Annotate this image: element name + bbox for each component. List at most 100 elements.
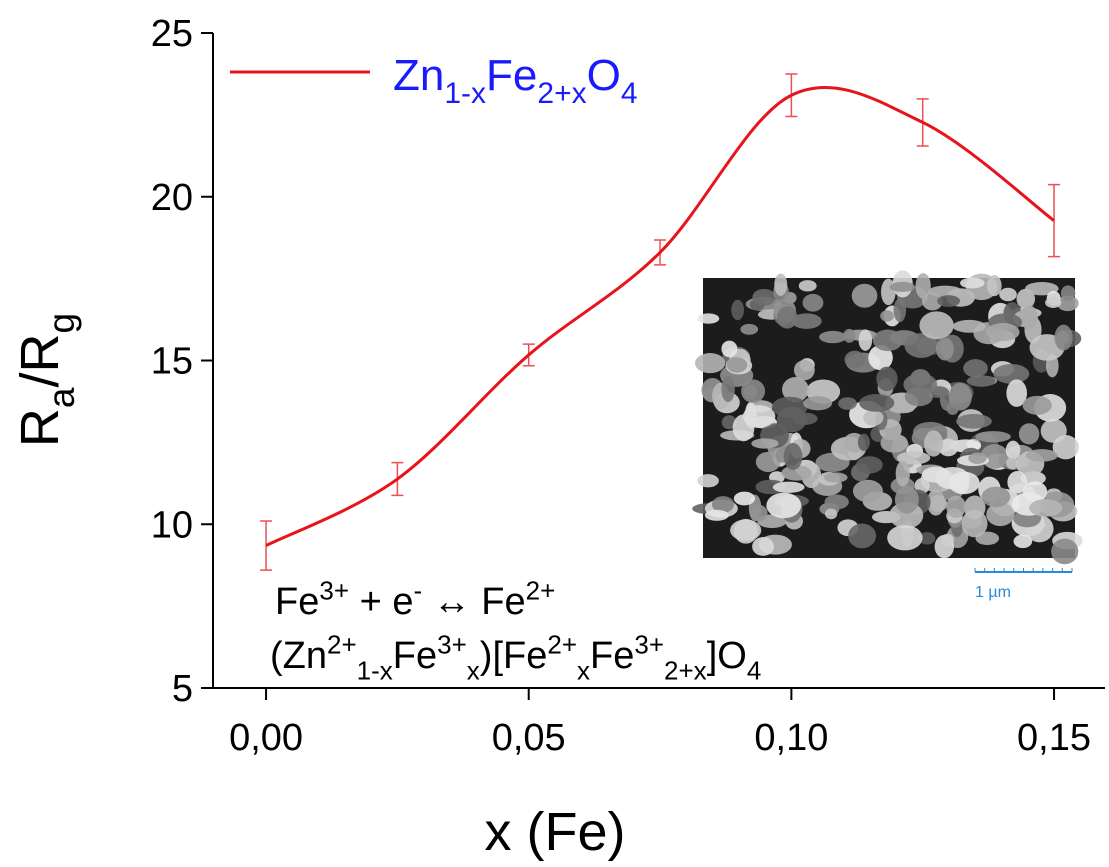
text-run: 2+ <box>547 630 577 660</box>
inset-grain <box>1026 449 1058 462</box>
inset-grain <box>751 438 778 448</box>
inset-grain <box>844 351 865 369</box>
inset-grain <box>741 379 765 403</box>
y-tick-label: 25 <box>151 13 193 55</box>
inset-grain <box>1019 423 1039 444</box>
inset-grain <box>896 461 910 487</box>
inset-grain <box>740 324 758 335</box>
y-axis-label: Ra/Rg <box>10 313 82 447</box>
inset-grain <box>963 359 988 377</box>
inset-grain <box>777 306 797 328</box>
sem-inset-image <box>692 270 1082 564</box>
text-run: ↔ Fe <box>422 581 525 623</box>
text-run: - <box>413 576 422 606</box>
inset-grain <box>967 375 996 387</box>
error-bar <box>785 74 797 117</box>
y-tick-label: 15 <box>151 341 193 383</box>
inset-grain <box>890 282 915 292</box>
inset-grain <box>824 472 848 482</box>
text-run: x (Fe) <box>485 802 626 862</box>
inset-grain <box>956 414 992 429</box>
x-axis-label: x (Fe) <box>485 802 626 862</box>
error-bar <box>1048 185 1060 257</box>
text-run: x <box>467 655 480 685</box>
inset-grain <box>1023 481 1047 502</box>
inset-grain <box>937 295 960 307</box>
inset-grain <box>726 357 747 373</box>
inset-grain <box>960 278 985 289</box>
inset-grain <box>856 456 883 473</box>
inset-grain <box>919 311 953 339</box>
text-run: )[Fe <box>480 635 548 677</box>
inset-grain <box>858 434 870 451</box>
inset-grain <box>784 443 803 470</box>
inset-grain <box>916 273 931 299</box>
text-run: ]O <box>707 635 747 677</box>
inset-grain <box>1006 441 1021 460</box>
inset-grain <box>721 376 734 402</box>
text-run: 2+ <box>526 576 556 606</box>
inset-grain <box>887 525 922 550</box>
y-tick-label: 10 <box>151 504 193 546</box>
inset-grain <box>1045 297 1061 308</box>
x-tick-label: 0,10 <box>754 717 828 759</box>
inset-grain <box>697 474 719 487</box>
inset-grain <box>825 509 837 520</box>
text-run: a <box>41 387 82 408</box>
annotation: (Zn2+1-xFe3+x)[Fe2+xFe3+2+x]O4 <box>270 630 761 686</box>
inset-grain <box>1014 534 1033 548</box>
text-run: Fe <box>486 51 537 100</box>
inset-grain <box>941 534 954 546</box>
inset-grain <box>743 405 776 428</box>
text-run: 4 <box>747 655 761 685</box>
inset-grain <box>999 288 1017 302</box>
inset-grain <box>975 431 1011 442</box>
inset-grain <box>731 300 744 320</box>
inset-grain <box>853 480 883 502</box>
text-run: Zn <box>393 51 444 100</box>
inset-grain <box>894 298 907 322</box>
inset-grain <box>936 338 954 361</box>
y-tick-label: 5 <box>172 668 193 710</box>
inset-grain <box>859 329 873 350</box>
inset-grain <box>773 482 805 493</box>
inset-grain <box>852 284 878 308</box>
inset-grain <box>848 524 876 549</box>
error-bar <box>917 99 929 146</box>
text-run: x <box>577 655 590 685</box>
inset-grain <box>803 294 824 312</box>
inset-grain <box>698 313 720 323</box>
inset-grain <box>987 275 1002 296</box>
inset-grain <box>766 493 801 519</box>
inset-grain <box>824 495 848 510</box>
inset-grain <box>947 403 959 415</box>
inset-grain <box>880 310 894 321</box>
inset-grain <box>843 329 855 343</box>
inset-grain <box>695 353 725 373</box>
inset-grain <box>734 519 758 544</box>
text-run: 3+ <box>319 576 349 606</box>
text-run: + e <box>349 581 413 623</box>
text-run: 4 <box>621 77 638 110</box>
inset-grain <box>705 510 729 521</box>
inset-grain <box>819 331 846 343</box>
inset-grain <box>953 320 986 333</box>
error-bar <box>260 521 272 570</box>
inset-grain <box>982 487 1011 508</box>
inset-grain <box>968 452 986 464</box>
inset-grain <box>752 537 774 556</box>
inset-grain <box>859 394 894 412</box>
inset-grain <box>880 434 907 453</box>
inset-grain <box>922 467 950 483</box>
annotation: Fe3+ + e- ↔ Fe2+ <box>275 576 555 623</box>
inset-grain <box>948 472 980 495</box>
inset-grain <box>924 430 943 456</box>
inset-grain <box>750 505 767 522</box>
x-tick-label: 0,00 <box>229 717 303 759</box>
inset-grain <box>903 373 937 395</box>
text-run: Fe <box>590 635 634 677</box>
inset-grain <box>838 397 857 410</box>
x-tick-label: 0,05 <box>492 717 566 759</box>
inset-grain <box>993 364 1029 384</box>
error-bar <box>654 240 666 265</box>
